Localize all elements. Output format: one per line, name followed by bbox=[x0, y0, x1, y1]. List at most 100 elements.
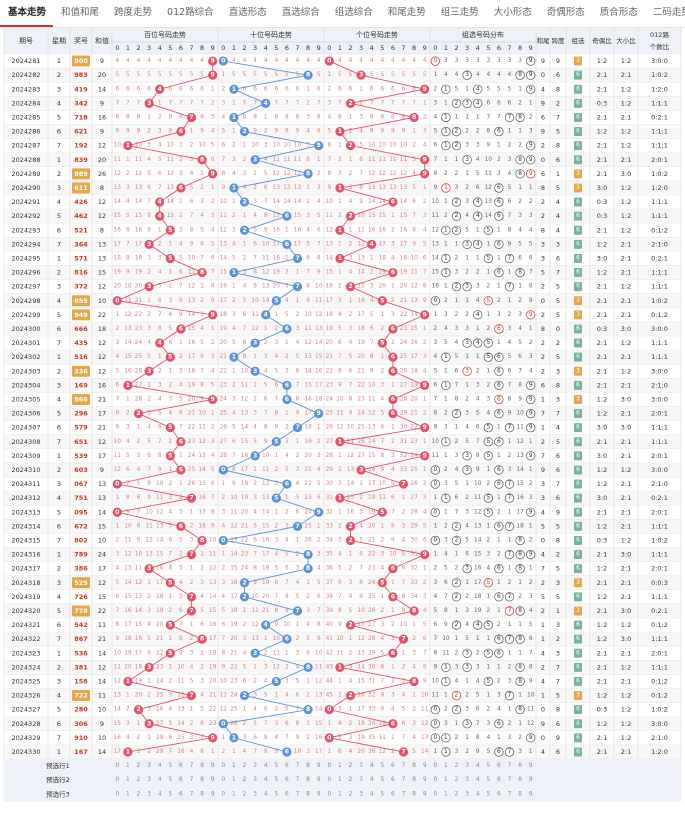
week-cell: 2 bbox=[57, 170, 61, 178]
miss-cell: 5 bbox=[243, 664, 247, 670]
miss-cell: 3 bbox=[508, 326, 512, 332]
span-cell: 3 bbox=[556, 367, 560, 375]
miss-cell: 15 bbox=[294, 213, 302, 219]
miss-cell: 33 bbox=[410, 580, 418, 586]
miss-cell: 18 bbox=[188, 368, 196, 374]
miss-cell: 4 bbox=[211, 129, 215, 135]
group-badge bbox=[574, 465, 582, 475]
trend-ball-digit: 3 bbox=[359, 72, 363, 79]
dist-ball bbox=[483, 578, 493, 588]
tab-5[interactable]: 直选综合 bbox=[281, 7, 320, 18]
trend-ball-digit: 9 bbox=[211, 396, 215, 403]
miss-cell: 3 bbox=[412, 721, 416, 727]
miss-cell: 13 bbox=[145, 552, 153, 558]
miss-cell: 5 bbox=[211, 241, 215, 247]
tab-4[interactable]: 直选形态 bbox=[228, 7, 267, 18]
tab-9[interactable]: 大小形态 bbox=[493, 7, 532, 18]
forecast-digit: 3 bbox=[147, 763, 151, 769]
tab-3[interactable]: 012路综合 bbox=[167, 7, 214, 18]
week-cell: 6 bbox=[57, 621, 61, 629]
tail-cell: 2 bbox=[541, 311, 545, 319]
miss-cell: 13 bbox=[114, 185, 122, 191]
miss-cell: 3 bbox=[179, 227, 183, 233]
group-badge bbox=[574, 451, 582, 461]
trend-ball-digit: 1 bbox=[232, 354, 236, 361]
miss-cell: 7 bbox=[518, 368, 522, 374]
trend-ball-digit: 1 bbox=[126, 382, 130, 389]
group-badge bbox=[574, 282, 582, 292]
road-cell: 0:2:1 bbox=[651, 607, 668, 615]
miss-cell: 7 bbox=[423, 270, 427, 276]
miss-cell: 7 bbox=[296, 707, 300, 713]
issue-cell: 2024292 bbox=[12, 212, 41, 220]
miss-cell: 8 bbox=[529, 284, 533, 290]
odd-even-cell: 1:2 bbox=[597, 522, 607, 530]
tail-cell: 8 bbox=[541, 184, 545, 192]
miss-cell: 7 bbox=[380, 439, 384, 445]
group-cell: 3 bbox=[576, 396, 580, 402]
row-stripe bbox=[4, 152, 681, 167]
miss-cell: 8 bbox=[243, 114, 247, 120]
miss-cell: 9 bbox=[476, 467, 480, 473]
miss-cell: 1 bbox=[455, 608, 459, 614]
tab-8[interactable]: 组三走势 bbox=[440, 7, 479, 18]
miss-cell: 8 bbox=[126, 114, 130, 120]
miss-cell: 3 bbox=[285, 523, 289, 529]
miss-cell: 22 bbox=[357, 382, 365, 388]
tail-cell: 7 bbox=[541, 410, 545, 418]
dist-digit: 7 bbox=[508, 284, 512, 290]
forecast-digit: 6 bbox=[497, 791, 501, 797]
dist-digit: 6 bbox=[497, 129, 501, 135]
tab-1[interactable]: 和值和尾 bbox=[61, 7, 100, 18]
miss-cell: 4 bbox=[349, 749, 353, 755]
miss-cell: 12 bbox=[145, 537, 153, 543]
miss-cell: 11 bbox=[474, 495, 482, 501]
tab-0[interactable]: 基本走势 bbox=[0, 1, 54, 27]
issue-cell: 2024309 bbox=[12, 452, 41, 460]
miss-cell: 5 bbox=[232, 255, 236, 261]
miss-cell: 3 bbox=[465, 58, 469, 64]
dist-digit: 4 bbox=[476, 241, 480, 247]
group-badge bbox=[574, 253, 582, 263]
big-small-cell: 2:1 bbox=[621, 311, 631, 319]
span-cell: 5 bbox=[556, 184, 560, 192]
tab-7[interactable]: 和尾走势 bbox=[387, 7, 426, 18]
miss-cell: 15 bbox=[379, 213, 387, 219]
odd-even-cell: 1:2 bbox=[597, 57, 607, 65]
tab-2[interactable]: 跨度走势 bbox=[114, 7, 153, 18]
miss-cell: 1 bbox=[243, 143, 247, 149]
miss-cell: 16 bbox=[400, 227, 408, 233]
miss-cell: 1 bbox=[190, 707, 194, 713]
dist-digit: 0 bbox=[433, 58, 437, 64]
miss-cell: 2 bbox=[147, 749, 151, 755]
miss-cell: 20 bbox=[368, 523, 376, 529]
week-cell: 6 bbox=[57, 424, 61, 432]
miss-cell: 8 bbox=[391, 114, 395, 120]
dist-ball bbox=[451, 197, 462, 207]
dist-digit: 6 bbox=[497, 749, 501, 755]
span-cell: 1 bbox=[556, 607, 560, 615]
sum-cell: 9 bbox=[100, 720, 104, 728]
miss-cell: 5 bbox=[168, 523, 172, 529]
dist-digit: 2 bbox=[455, 143, 459, 149]
miss-cell: 5 bbox=[423, 72, 427, 78]
dist-digit: 6 bbox=[497, 368, 501, 374]
trend-ball-digit: 5 bbox=[168, 227, 172, 234]
miss-cell: 2 bbox=[508, 721, 512, 727]
award-cell: 158 bbox=[74, 677, 88, 685]
sum-cell: 17 bbox=[98, 452, 106, 460]
miss-cell: 13 bbox=[315, 326, 323, 332]
tab-6[interactable]: 组选综合 bbox=[334, 7, 373, 18]
miss-cell: 5 bbox=[465, 439, 469, 445]
trend-ball bbox=[388, 648, 398, 658]
trend-ball-digit: 6 bbox=[285, 382, 289, 389]
miss-cell: 1 bbox=[476, 255, 480, 261]
miss-cell: 2 bbox=[338, 693, 342, 699]
trend-ball-digit: 6 bbox=[179, 466, 183, 473]
tab-12[interactable]: 二码走势 bbox=[652, 7, 685, 18]
week-cell: 1 bbox=[57, 452, 61, 460]
miss-cell: 2 bbox=[391, 439, 395, 445]
tab-10[interactable]: 奇偶形态 bbox=[546, 7, 585, 18]
miss-cell: 29 bbox=[368, 650, 376, 656]
tab-11[interactable]: 质合形态 bbox=[599, 7, 638, 18]
